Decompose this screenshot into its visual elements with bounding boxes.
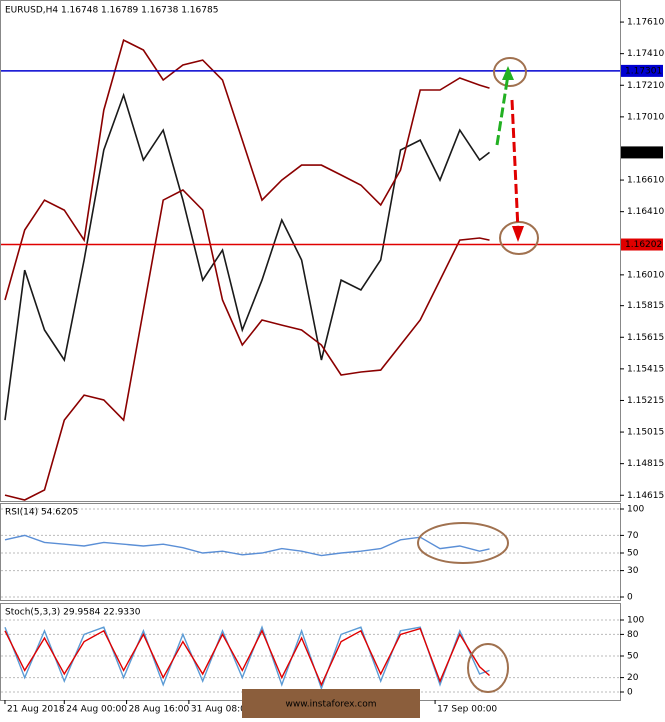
arrow-head bbox=[502, 66, 514, 80]
y-tick-label: 70 bbox=[627, 531, 639, 541]
watermark: www.instaforex.com bbox=[285, 700, 376, 710]
y-tick-label: 1.17210 bbox=[627, 81, 664, 91]
y-tick-label: 20 bbox=[627, 673, 639, 683]
chart-title: RSI(14) 54.6205 bbox=[5, 508, 78, 518]
y-tick-label: 1.15015 bbox=[627, 428, 664, 438]
series-line bbox=[4, 534, 490, 557]
series-line bbox=[4, 38, 490, 301]
arrow-up bbox=[495, 74, 510, 146]
y-tick-label: 1.15415 bbox=[627, 364, 664, 374]
chart-title: EURUSD,H4 1.16748 1.16789 1.16738 1.1678… bbox=[5, 6, 218, 16]
y-tick-label: 1.14615 bbox=[627, 491, 664, 501]
series-line bbox=[4, 627, 490, 687]
y-tick-label: 1.14815 bbox=[627, 459, 664, 469]
series-line bbox=[4, 92, 490, 421]
x-tick-label: 28 Aug 16:00 bbox=[129, 705, 190, 715]
x-tick-label: 21 Aug 2018 bbox=[7, 705, 65, 715]
arrow-head bbox=[512, 226, 524, 242]
series-line bbox=[4, 625, 490, 691]
level-label-box bbox=[621, 238, 663, 251]
y-tick-label: 50 bbox=[627, 549, 639, 559]
annotations bbox=[417, 57, 539, 693]
level-label: 1.16202 bbox=[625, 240, 662, 250]
watermark-box bbox=[242, 689, 420, 718]
y-tick-label: 100 bbox=[627, 505, 644, 515]
x-tick-label: 31 Aug 08:00 bbox=[191, 705, 252, 715]
y-tick-label: 1.17410 bbox=[627, 49, 664, 59]
y-tick-label: 50 bbox=[627, 652, 639, 662]
chart-title: Stoch(5,3,3) 29.9584 22.9330 bbox=[5, 608, 141, 618]
y-tick-label: 1.15215 bbox=[627, 396, 664, 406]
y-tick-label: 30 bbox=[627, 566, 639, 576]
y-tick-label: 0 bbox=[627, 688, 633, 698]
main-pane bbox=[0, 0, 621, 502]
price-label: 1.16785 bbox=[625, 148, 662, 158]
x-tick-label: 17 Sep 00:00 bbox=[437, 705, 497, 715]
x-tick-label: 24 Aug 00:00 bbox=[66, 705, 127, 715]
y-tick-label: 1.17610 bbox=[627, 18, 664, 28]
circle bbox=[493, 57, 527, 87]
y-tick-label: 1.15615 bbox=[627, 333, 664, 343]
y-tick-label: 80 bbox=[627, 630, 639, 640]
y-tick-label: 1.15815 bbox=[627, 301, 664, 311]
series-line bbox=[4, 189, 490, 501]
y-tick-label: 1.16410 bbox=[627, 207, 664, 217]
rsi-pane bbox=[0, 503, 621, 601]
circle bbox=[499, 221, 539, 255]
y-tick-label: 1.17010 bbox=[627, 112, 664, 122]
level-label-box bbox=[621, 64, 663, 77]
y-tick-label: 100 bbox=[627, 616, 644, 626]
level-label: 1.17301 bbox=[625, 66, 662, 76]
y-tick-label: 1.16010 bbox=[627, 270, 664, 280]
price-label-box bbox=[621, 146, 663, 159]
circle bbox=[467, 643, 509, 693]
y-tick-label: 0 bbox=[627, 593, 633, 603]
y-tick-label: 1.16610 bbox=[627, 176, 664, 186]
circle bbox=[417, 522, 509, 564]
arrow-down bbox=[510, 99, 520, 231]
